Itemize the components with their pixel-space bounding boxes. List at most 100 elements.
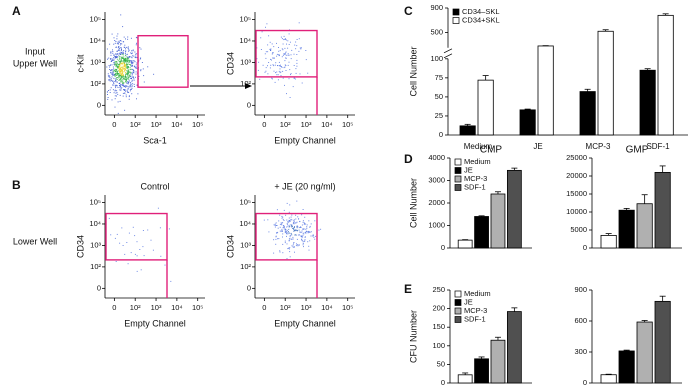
y-tick-label: 150 [432,322,445,331]
event-dot [119,40,121,41]
event-dot [280,36,282,38]
event-dot [124,75,126,77]
event-dot [265,51,267,53]
event-dot [314,238,316,240]
event-dot [131,73,133,75]
event-dot [120,71,122,72]
y-axis-label: CD34 [225,235,235,258]
event-dot [130,78,132,79]
event-dot [119,242,121,244]
event-dot [265,57,267,59]
event-dot [127,58,129,60]
event-dot [125,80,127,82]
row-label: Input [25,46,46,56]
event-dot [293,246,295,248]
event-dot [122,67,124,69]
event-dot [304,216,306,218]
legend-swatch [454,316,462,323]
event-dot [278,55,280,57]
event-dot [127,70,129,72]
event-dot [128,56,130,58]
event-dot [291,226,293,228]
event-dot [290,73,292,75]
event-dot [284,64,286,66]
event-dot [121,43,123,45]
event-dot [127,46,129,48]
event-dot [127,59,129,61]
event-dot [117,66,119,68]
event-dot [140,70,142,72]
event-dot [300,226,302,228]
event-dot [307,232,309,234]
event-dot [131,52,133,54]
event-dot [127,60,129,62]
event-dot [287,47,289,49]
event-dot [116,58,118,60]
event-dot [110,58,112,60]
event-dot [131,72,133,74]
event-dot [131,57,133,59]
event-dot [277,79,279,81]
x-tick-label: 10⁴ [171,120,183,129]
event-dot [138,59,140,61]
event-dot [118,76,120,78]
event-dot [112,66,114,68]
event-dot [120,71,121,73]
event-dot [275,72,276,74]
event-dot [298,38,300,40]
event-dot [114,68,116,70]
event-dot [284,38,286,40]
event-dot [282,227,284,229]
event-dot [303,223,305,225]
event-dot [283,39,285,41]
event-dot [305,228,307,230]
event-dot [281,230,283,232]
event-dot [134,76,136,78]
event-dot [112,89,114,91]
event-dot [159,227,161,229]
event-dot [127,47,129,49]
event-dot [288,240,290,242]
event-dot [130,65,132,67]
event-dot [122,95,124,97]
panel-label: B [12,178,21,192]
event-dot [110,52,112,54]
event-dot [113,92,115,94]
event-dot [127,74,129,76]
event-dot [269,48,271,50]
legend-label: Medium [464,157,491,166]
event-dot [127,36,129,38]
event-dot [290,58,292,60]
event-dot [117,65,119,67]
event-dot [129,64,131,66]
event-dot [116,71,118,73]
y-tick-label: 75 [435,73,443,82]
event-dot [117,63,118,65]
event-dot [136,270,138,272]
event-dot [116,74,118,76]
event-dot [130,68,132,70]
event-dot [288,232,290,234]
event-dot [301,235,303,237]
event-dot [288,247,289,249]
event-dot [124,44,126,46]
event-dot [123,60,125,62]
event-dot [131,50,133,52]
event-dot [291,234,293,236]
event-dot [133,79,135,81]
event-dot [114,42,116,44]
axis-break [443,48,453,54]
event-dot [278,70,280,72]
event-dot [135,64,137,66]
event-dot [111,69,112,71]
event-dot [286,235,287,237]
event-dot [286,202,288,204]
event-dot [142,68,144,70]
event-dot [139,249,141,250]
y-tick-label: 0 [583,378,587,387]
event-dot [126,73,128,75]
y-tick-label: 15000 [566,189,587,198]
event-dot [305,232,307,234]
event-dot [122,54,124,56]
